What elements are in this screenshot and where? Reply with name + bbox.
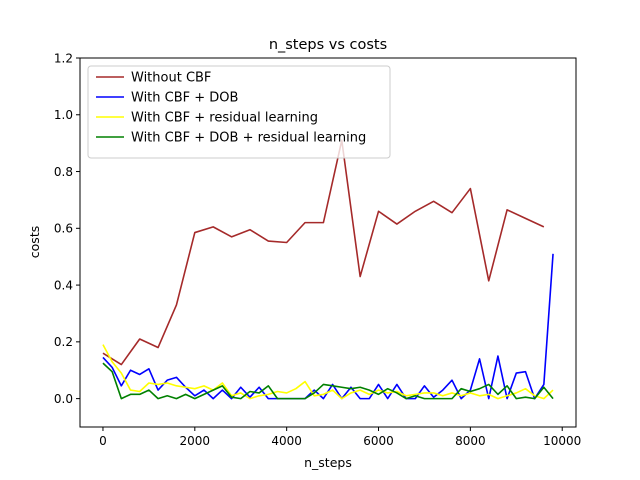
y-tick-label: 0.4 <box>54 278 73 292</box>
y-tick-label: 1.0 <box>54 108 73 122</box>
x-tick-label: 10000 <box>543 434 581 448</box>
x-tick-label: 6000 <box>363 434 394 448</box>
y-tick-label: 0.0 <box>54 392 73 406</box>
legend: Without CBF With CBF + DOB With CBF + resi… <box>87 65 391 159</box>
x-tick-label: 0 <box>99 434 107 448</box>
x-tick-label: 8000 <box>455 434 486 448</box>
legend-label: With CBF + DOB + residual learning <box>131 131 366 146</box>
chart-title: n_steps vs costs <box>269 37 387 53</box>
legend-label: With CBF + DOB <box>131 91 238 106</box>
y-tick-label: 0.8 <box>54 165 73 179</box>
x-tick-label: 2000 <box>180 434 211 448</box>
x-axis-title: n_steps <box>304 455 352 470</box>
x-axis-ticks: 0 2000 4000 6000 8000 10000 <box>99 427 581 448</box>
y-tick-label: 0.6 <box>54 222 73 236</box>
y-tick-label: 1.2 <box>54 51 73 65</box>
series-line-1 <box>102 139 545 366</box>
y-axis-ticks: 0.0 0.2 0.4 0.6 0.8 1.0 1.2 <box>54 51 80 406</box>
y-tick-label: 0.2 <box>54 335 73 349</box>
y-axis-title: costs <box>27 226 42 258</box>
legend-label: With CBF + residual learning <box>131 111 318 126</box>
x-tick-label: 4000 <box>271 434 302 448</box>
legend-label: Without CBF <box>131 71 211 86</box>
plot-frame <box>79 57 577 428</box>
legend-box <box>87 65 391 159</box>
series-layer <box>102 139 554 400</box>
series-line-3 <box>102 344 554 400</box>
series-line-4 <box>102 362 554 400</box>
